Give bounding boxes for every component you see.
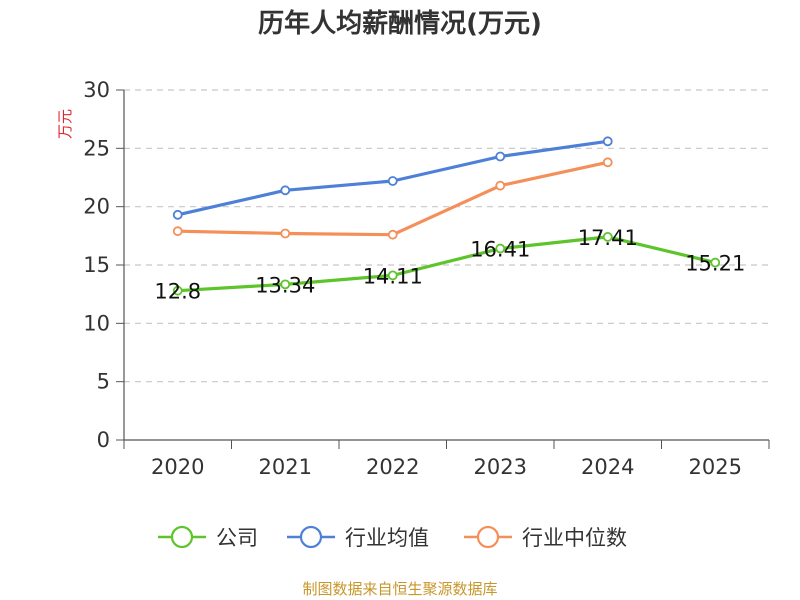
y-tick-label: 15	[83, 253, 110, 277]
legend-item: 行业均值	[287, 525, 429, 550]
x-tick-label: 2024	[581, 455, 634, 479]
series-公司	[172, 231, 721, 296]
data-point	[602, 136, 613, 147]
x-tick-label: 2020	[151, 455, 204, 479]
series-layer	[172, 136, 721, 296]
y-tick-label: 20	[83, 195, 110, 219]
y-tick-label: 25	[83, 136, 110, 160]
x-tick-label: 2025	[689, 455, 742, 479]
data-point	[387, 176, 398, 186]
x-tick-label: 2023	[474, 455, 527, 479]
data-label: 13.34	[255, 273, 315, 297]
legend: 公司 行业均值 行业中位数	[158, 525, 627, 550]
data-point	[172, 285, 183, 296]
legend-label: 行业中位数	[522, 526, 627, 550]
legend-item: 公司	[158, 525, 258, 550]
series-line	[176, 235, 717, 293]
data-point	[172, 209, 183, 220]
data-point	[280, 185, 291, 196]
y-tick-label: 10	[83, 311, 110, 335]
gridlines	[124, 89, 769, 383]
x-tick-label: 2022	[366, 455, 419, 479]
data-point	[387, 229, 398, 240]
legend-label: 行业均值	[345, 526, 429, 550]
data-point	[495, 151, 506, 162]
data-label: 16.41	[470, 238, 530, 262]
data-label: 14.11	[363, 264, 423, 288]
data-point	[172, 226, 183, 237]
data-label: 12.8	[154, 280, 201, 304]
source-note: 制图数据来自恒生聚源数据库	[302, 580, 497, 598]
data-point	[602, 157, 613, 168]
data-point	[280, 228, 291, 239]
y-tick-label: 30	[83, 78, 110, 102]
chart-title: 历年人均薪酬情况(万元)	[258, 8, 542, 39]
y-axis-label: 万元	[56, 109, 74, 139]
y-tick-label: 5	[97, 370, 110, 394]
data-labels: 12.8 13.34 14.11 16.41 17.41 15.21	[154, 226, 745, 304]
series-行业中位数	[172, 157, 613, 240]
data-point	[602, 231, 613, 242]
x-tick-label: 2021	[259, 455, 312, 479]
legend-marker	[170, 525, 194, 549]
legend-label: 公司	[216, 526, 258, 550]
data-label: 15.21	[685, 252, 745, 276]
series-行业均值	[172, 136, 613, 220]
data-point	[280, 279, 291, 290]
legend-marker	[299, 525, 323, 549]
data-point	[495, 180, 506, 191]
data-label: 17.41	[578, 226, 638, 250]
data-point	[387, 270, 398, 281]
legend-marker	[476, 525, 500, 549]
data-point	[710, 257, 721, 268]
data-point	[495, 243, 506, 254]
y-tick-label: 0	[97, 428, 110, 452]
legend-item: 行业中位数	[464, 525, 627, 550]
